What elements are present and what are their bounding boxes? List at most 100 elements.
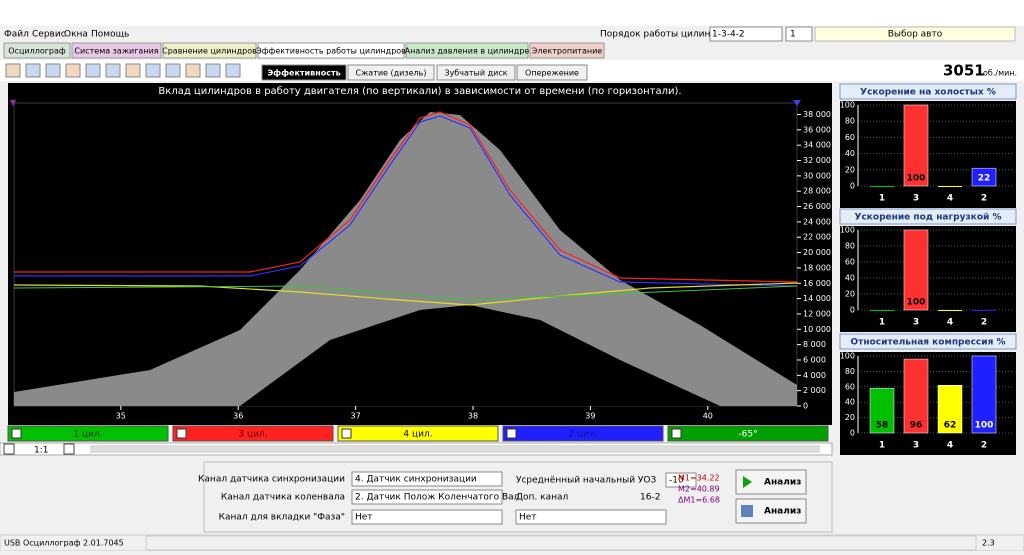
legend-item[interactable] — [7, 425, 169, 442]
value-label: 100 — [907, 298, 926, 308]
zoom: 1:1 — [34, 446, 48, 456]
tool-icon[interactable] — [5, 63, 21, 78]
spin-value: 1 — [790, 30, 796, 40]
bar — [903, 104, 929, 187]
zoom-out[interactable] — [3, 443, 15, 455]
legend-item[interactable] — [337, 425, 499, 442]
legend-item[interactable] — [502, 425, 664, 442]
bar — [870, 310, 894, 311]
combo[interactable] — [515, 509, 667, 525]
waveform-hollow — [240, 305, 720, 406]
menu-item: Окна — [64, 30, 88, 40]
x-tick-label: 39 — [585, 412, 595, 421]
legend-checkbox[interactable] — [506, 428, 517, 439]
y-tick-label: 38 000 — [803, 110, 831, 119]
x-tick-label: 3 — [913, 194, 919, 204]
y-tick-label: 80 — [845, 117, 855, 126]
combo-value: Нет — [519, 513, 537, 523]
y-tick-label: 40 — [845, 149, 855, 158]
car-combo[interactable] — [814, 26, 1016, 42]
panel-header — [839, 83, 1017, 100]
tab[interactable] — [3, 42, 71, 59]
tool-icon[interactable] — [65, 63, 81, 78]
legend-checkbox[interactable] — [341, 428, 352, 439]
y-tick-label: 40 — [845, 274, 855, 283]
bar — [938, 310, 962, 311]
y-tick-label: 24 000 — [803, 217, 831, 226]
panel-header — [839, 208, 1017, 225]
x-tick-label: 4 — [947, 194, 953, 204]
tool-icon[interactable] — [165, 63, 181, 78]
spin[interactable] — [785, 26, 813, 42]
subtab[interactable] — [516, 64, 588, 81]
tool-icon[interactable] — [85, 63, 101, 78]
bar — [937, 385, 963, 434]
tab[interactable] — [71, 42, 162, 59]
tab[interactable] — [405, 42, 529, 59]
y-tick-label: 100 — [840, 226, 855, 235]
combo-value: Нет — [355, 513, 373, 523]
tab-label: Осциллограф — [8, 47, 66, 56]
y-tick-label: 34 000 — [803, 141, 831, 150]
x-tick-label: 4 — [947, 441, 953, 451]
y-tick-label: 0 — [850, 182, 855, 191]
tab[interactable] — [257, 42, 405, 59]
rpm-unit: об./мин. — [983, 69, 1017, 78]
zoom-in[interactable] — [63, 443, 75, 455]
panel-header — [839, 333, 1017, 350]
tool-icon[interactable] — [185, 63, 201, 78]
spin[interactable] — [665, 472, 697, 488]
legend-checkbox[interactable] — [671, 428, 682, 439]
legend-label: 3 цил. — [238, 430, 267, 440]
bar — [938, 186, 962, 187]
car-value: Выбор авто — [888, 30, 943, 40]
tab[interactable] — [162, 42, 257, 59]
button-label: Анализ — [764, 507, 801, 517]
x-tick-label: 37 — [351, 412, 361, 421]
subtab-label: Зубчатый диск — [444, 69, 507, 78]
combo[interactable] — [351, 509, 503, 525]
y-tick-label: 16 000 — [803, 279, 831, 288]
tool-icon[interactable] — [25, 63, 41, 78]
y-tick-label: 6 000 — [803, 355, 826, 364]
legend-checkbox[interactable] — [11, 428, 22, 439]
legend-checkbox[interactable] — [176, 428, 187, 439]
bar — [971, 355, 997, 434]
y-tick-label: 2 000 — [803, 386, 826, 395]
tool-icon[interactable] — [145, 63, 161, 78]
tool-icon[interactable] — [225, 63, 241, 78]
tool-icon[interactable] — [205, 63, 221, 78]
y-tick-label: 14 000 — [803, 294, 831, 303]
tool-icon[interactable] — [45, 63, 61, 78]
spin-value: -10 — [669, 476, 684, 486]
y-tick-label: 60 — [845, 133, 855, 142]
y-tick-label: 28 000 — [803, 187, 831, 196]
subtab[interactable] — [347, 64, 435, 81]
bar — [870, 186, 894, 187]
legend-item[interactable] — [667, 425, 829, 442]
button[interactable] — [735, 498, 807, 524]
tab-label: Электропитание — [532, 47, 603, 56]
legend-label: -65° — [738, 430, 757, 440]
x-tick-label: 1 — [879, 318, 885, 328]
subtab[interactable] — [436, 64, 516, 81]
legend-label: 4 цил. — [403, 430, 432, 440]
top-blank — [0, 0, 1024, 26]
y-tick-label: 0 — [850, 429, 855, 438]
tool-icon[interactable] — [125, 63, 141, 78]
subtab[interactable] — [261, 64, 347, 81]
tool-icon[interactable] — [105, 63, 121, 78]
combo[interactable] — [351, 489, 503, 505]
x-tick-label: 3 — [913, 318, 919, 328]
y-tick-label: 22 000 — [803, 233, 831, 242]
order-label: Порядок работы цилиндров — [600, 30, 733, 40]
waveform-blue — [14, 115, 798, 287]
tab[interactable] — [529, 42, 605, 59]
legend-item[interactable] — [172, 425, 334, 442]
tab-label: Система зажигания — [74, 47, 158, 56]
order-combo[interactable] — [709, 26, 783, 42]
marker-left — [10, 100, 16, 106]
y-tick-label: 20 — [845, 290, 855, 299]
combo[interactable] — [351, 471, 503, 487]
